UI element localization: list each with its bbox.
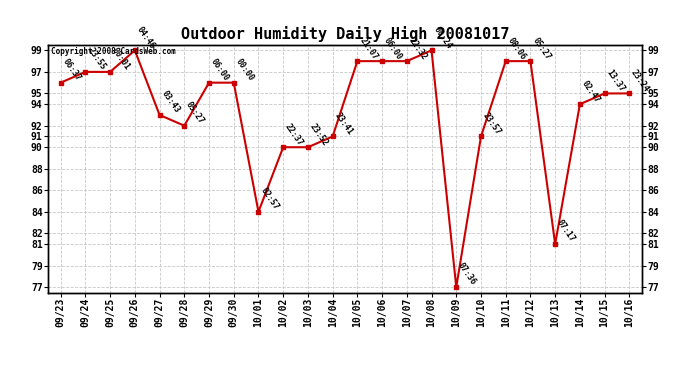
Text: 07:17: 07:17	[555, 218, 577, 244]
Text: Copyright 2008 CardsWeb.com: Copyright 2008 CardsWeb.com	[51, 48, 176, 57]
Text: 23:55: 23:55	[86, 46, 107, 72]
Text: 23:57: 23:57	[481, 111, 503, 136]
Text: 06:37: 06:37	[61, 57, 82, 82]
Text: 23:52: 23:52	[308, 122, 330, 147]
Text: 00:01: 00:01	[110, 46, 132, 72]
Text: 23:41: 23:41	[333, 111, 355, 136]
Text: 06:00: 06:00	[209, 57, 230, 82]
Text: 00:00: 00:00	[234, 57, 255, 82]
Text: 00:24: 00:24	[431, 25, 453, 50]
Text: 02:47: 02:47	[580, 78, 602, 104]
Title: Outdoor Humidity Daily High 20081017: Outdoor Humidity Daily High 20081017	[181, 27, 509, 42]
Text: 22:32: 22:32	[407, 36, 428, 61]
Text: 06:00: 06:00	[382, 36, 404, 61]
Text: 02:57: 02:57	[259, 186, 280, 212]
Text: 23:24: 23:24	[629, 68, 651, 93]
Text: 05:27: 05:27	[184, 100, 206, 126]
Text: 21:07: 21:07	[357, 36, 379, 61]
Text: 08:06: 08:06	[506, 36, 527, 61]
Text: 07:36: 07:36	[456, 261, 478, 287]
Text: 22:37: 22:37	[283, 122, 305, 147]
Text: 13:37: 13:37	[604, 68, 627, 93]
Text: 05:27: 05:27	[531, 36, 552, 61]
Text: 04:46: 04:46	[135, 25, 157, 50]
Text: 03:43: 03:43	[159, 89, 181, 115]
